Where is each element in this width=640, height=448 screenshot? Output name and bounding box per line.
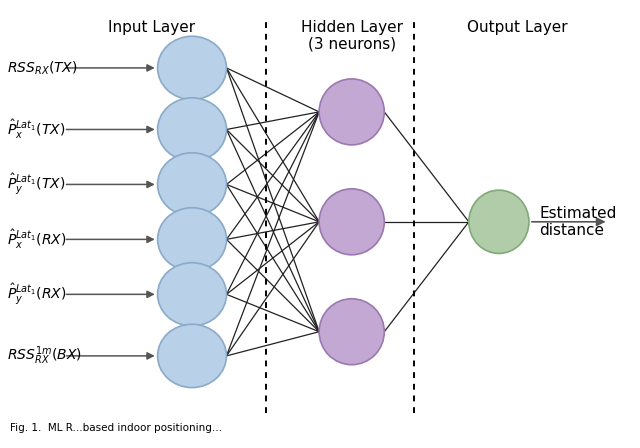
Ellipse shape [157,324,227,388]
Text: $\hat{P}_y^{Lat_1}(RX)$: $\hat{P}_y^{Lat_1}(RX)$ [7,282,67,307]
Text: $\hat{P}_x^{Lat_1}(RX)$: $\hat{P}_x^{Lat_1}(RX)$ [7,228,67,251]
Text: $\hat{P}_x^{Lat_1}(TX)$: $\hat{P}_x^{Lat_1}(TX)$ [7,118,65,141]
Ellipse shape [157,98,227,161]
Ellipse shape [319,299,384,365]
Text: Input Layer: Input Layer [108,20,195,34]
Ellipse shape [469,190,529,254]
Text: Estimated
distance: Estimated distance [540,206,617,238]
Text: Output Layer: Output Layer [467,20,568,34]
Text: $RSS_{RX}(TX)$: $RSS_{RX}(TX)$ [7,59,78,77]
Ellipse shape [157,208,227,271]
Ellipse shape [157,263,227,326]
Text: $\hat{P}_y^{Lat_1}(TX)$: $\hat{P}_y^{Lat_1}(TX)$ [7,172,65,197]
Text: Hidden Layer
(3 neurons): Hidden Layer (3 neurons) [301,20,403,52]
Ellipse shape [157,36,227,99]
Ellipse shape [157,153,227,216]
Ellipse shape [319,79,384,145]
Text: $RSS_{RX}^{1m}(BX)$: $RSS_{RX}^{1m}(BX)$ [7,345,82,367]
Ellipse shape [319,189,384,255]
Text: Fig. 1.  ML R...based indoor positioning...: Fig. 1. ML R...based indoor positioning.… [10,423,223,433]
